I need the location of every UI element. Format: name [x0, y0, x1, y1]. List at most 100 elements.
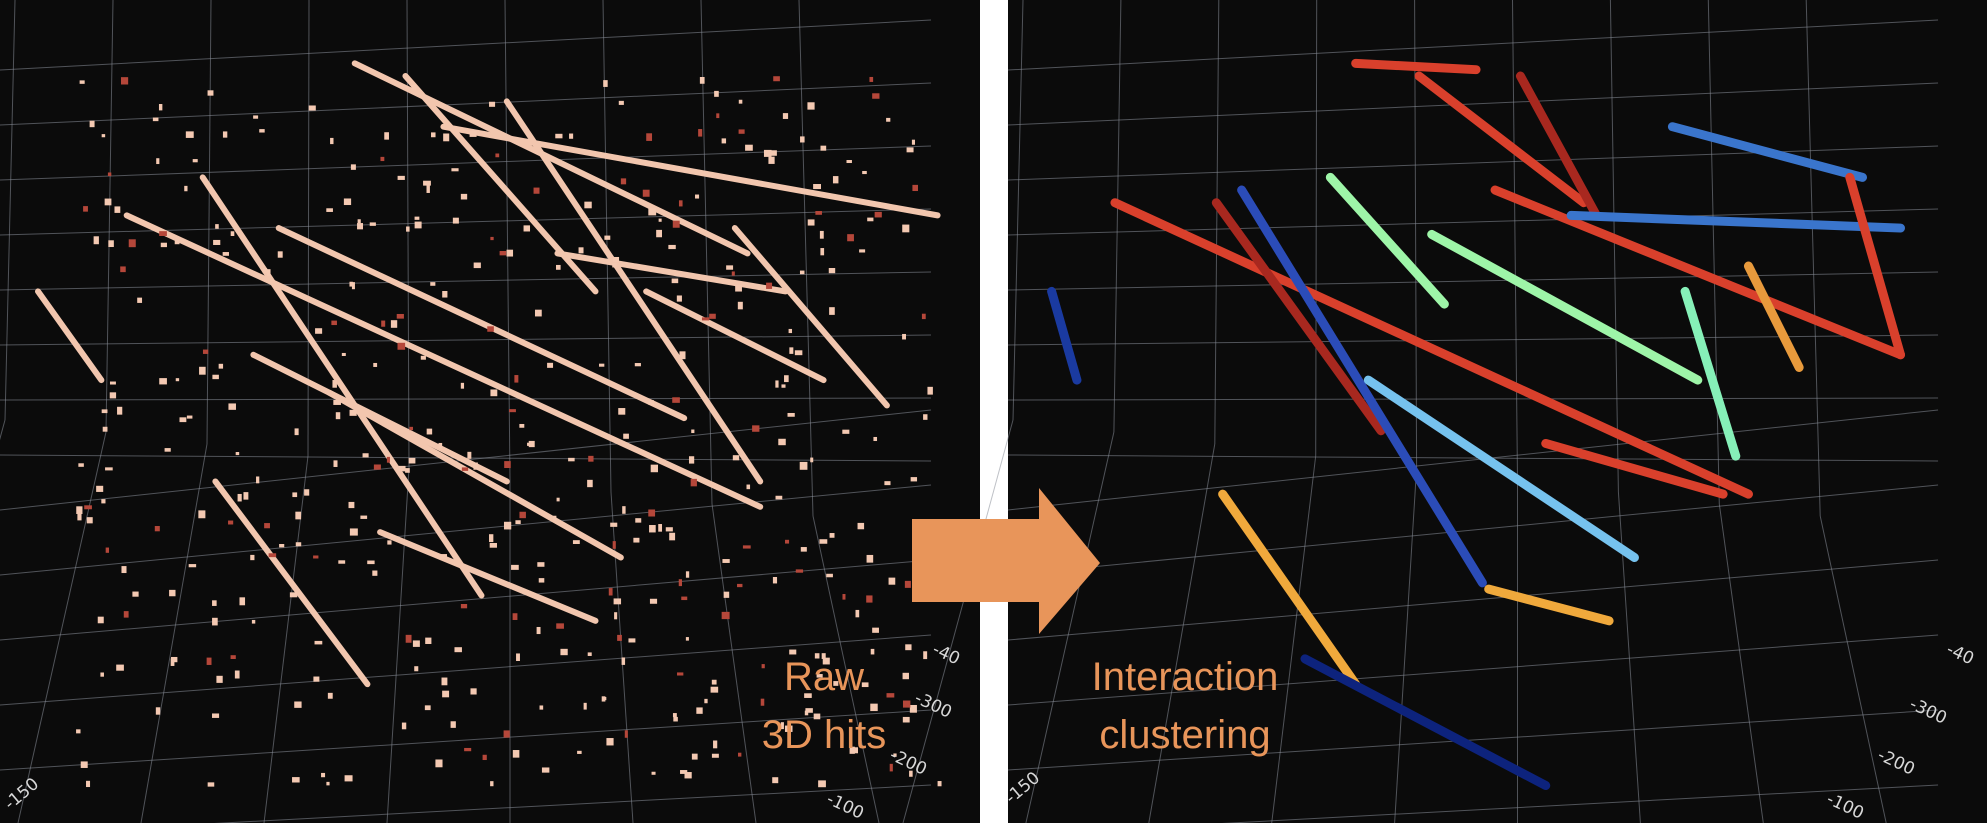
hit: [107, 172, 112, 177]
track: [35, 288, 105, 384]
grid-line: [1805, 0, 1821, 517]
hit: [618, 100, 624, 105]
grid-line: [1007, 271, 1939, 291]
hit: [680, 770, 688, 774]
hit: [490, 781, 494, 787]
hit: [295, 542, 302, 547]
hit: [677, 672, 684, 676]
hit: [572, 540, 580, 544]
hit: [132, 591, 139, 597]
hit: [408, 457, 416, 464]
hit: [819, 230, 824, 239]
hit: [855, 609, 860, 618]
hit: [490, 389, 498, 397]
cluster-track: [1237, 185, 1487, 588]
hit: [76, 506, 83, 514]
hit: [386, 456, 390, 463]
hit: [512, 750, 520, 758]
track: [731, 225, 890, 409]
hit: [387, 540, 392, 545]
right-panel: [1008, 0, 1987, 823]
grid-line: [1007, 409, 1939, 511]
hit: [656, 229, 662, 238]
cluster-track: [1414, 71, 1589, 208]
cluster-track: [1325, 172, 1449, 309]
hit: [451, 168, 459, 172]
hit: [440, 554, 447, 560]
hit: [752, 425, 760, 432]
hit: [349, 409, 357, 416]
hit: [866, 595, 873, 603]
hit: [612, 263, 617, 268]
hit: [277, 251, 283, 258]
hit: [101, 134, 106, 138]
hit: [569, 133, 574, 139]
hit: [218, 363, 224, 369]
hit: [923, 414, 928, 420]
hit: [555, 133, 563, 139]
hit: [773, 76, 780, 82]
hit: [614, 612, 618, 620]
hit: [104, 198, 112, 206]
hit: [690, 478, 697, 487]
hit: [688, 456, 695, 464]
hit: [487, 326, 494, 332]
cluster-track: [1515, 71, 1601, 220]
hit: [658, 218, 662, 222]
hit: [109, 392, 117, 399]
hit: [384, 132, 389, 140]
hit: [709, 313, 716, 319]
hit: [788, 328, 793, 334]
hit: [222, 252, 229, 256]
hit: [341, 352, 346, 356]
grid-line: [4, 0, 16, 421]
hit: [873, 436, 878, 442]
hit: [314, 640, 323, 645]
grid-line: [1007, 559, 1939, 641]
hit: [343, 198, 352, 206]
hit: [628, 638, 636, 643]
hit: [555, 264, 561, 270]
hit: [763, 149, 772, 157]
grid-line: [1315, 0, 1318, 457]
grid-line: [1819, 515, 1887, 823]
hit: [349, 281, 353, 287]
hit: [613, 256, 620, 262]
cluster-track: [1218, 489, 1361, 689]
hit: [482, 754, 487, 761]
hit: [599, 363, 605, 367]
hit: [852, 747, 859, 754]
hit: [905, 644, 912, 651]
hit: [902, 333, 906, 340]
caption: clustering: [1099, 713, 1270, 757]
hit: [909, 770, 913, 777]
hit: [870, 703, 878, 712]
hit: [673, 716, 678, 722]
hit: [454, 647, 462, 653]
hit: [207, 90, 214, 96]
track: [123, 212, 764, 510]
grid-line: [1214, 0, 1220, 445]
hit: [578, 247, 584, 254]
hit: [373, 362, 378, 367]
hit: [414, 666, 419, 672]
hit: [83, 206, 88, 212]
hit: [723, 591, 730, 598]
hit: [515, 520, 521, 525]
hit: [620, 178, 627, 185]
hit: [154, 526, 160, 532]
hit: [787, 412, 795, 417]
hit: [906, 147, 914, 153]
hit: [541, 767, 550, 773]
hit: [904, 580, 911, 588]
hit: [671, 278, 679, 284]
cluster-track: [1484, 584, 1614, 626]
hit: [534, 309, 542, 317]
hit: [714, 90, 719, 97]
hit: [504, 461, 511, 469]
hit: [84, 505, 92, 510]
hit: [215, 224, 219, 229]
grid-line: [1609, 0, 1619, 493]
hit: [331, 320, 337, 326]
hit: [912, 184, 918, 192]
